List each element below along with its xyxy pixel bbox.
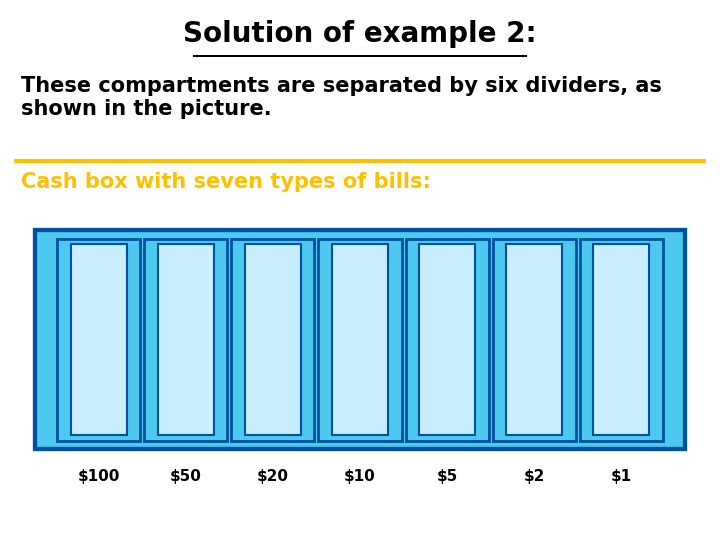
Bar bbox=[71, 244, 127, 435]
Text: Cash box with seven types of bills:: Cash box with seven types of bills: bbox=[22, 172, 431, 192]
Text: Solution of example 2:: Solution of example 2: bbox=[183, 19, 537, 48]
Text: $50: $50 bbox=[170, 469, 202, 484]
Bar bbox=[245, 244, 301, 435]
Text: $100: $100 bbox=[78, 469, 120, 484]
Bar bbox=[332, 244, 388, 435]
Bar bbox=[405, 239, 489, 441]
Text: $1: $1 bbox=[611, 469, 631, 484]
Bar bbox=[492, 239, 576, 441]
Bar bbox=[419, 244, 475, 435]
Bar bbox=[58, 239, 140, 441]
Bar bbox=[231, 239, 315, 441]
Bar bbox=[144, 239, 228, 441]
Bar bbox=[158, 244, 214, 435]
Text: $2: $2 bbox=[523, 469, 545, 484]
Bar bbox=[580, 239, 662, 441]
Text: These compartments are separated by six dividers, as
shown in the picture.: These compartments are separated by six … bbox=[22, 76, 662, 119]
Bar bbox=[593, 244, 649, 435]
Bar bbox=[35, 230, 685, 449]
Bar bbox=[318, 239, 402, 441]
Text: $20: $20 bbox=[257, 469, 289, 484]
Text: $5: $5 bbox=[436, 469, 458, 484]
Text: $10: $10 bbox=[344, 469, 376, 484]
Bar bbox=[506, 244, 562, 435]
Bar bbox=[35, 230, 685, 449]
